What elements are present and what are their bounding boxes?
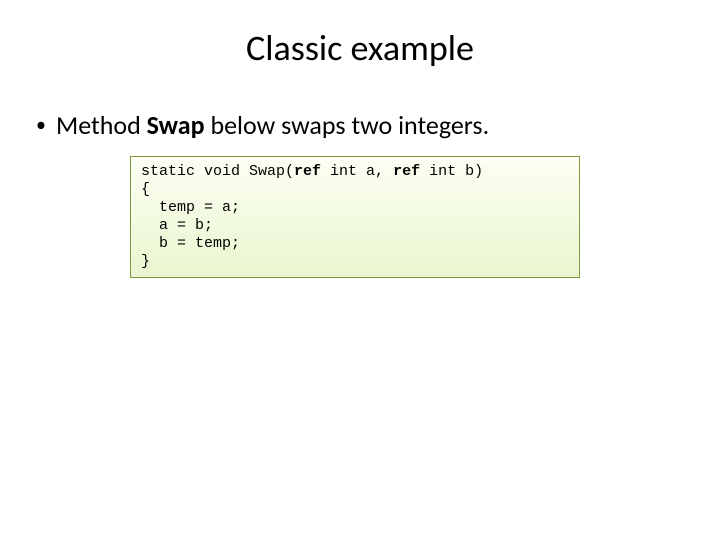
bullet-text: Method Swap below swaps two integers. (56, 110, 489, 140)
code-line2: { (141, 181, 150, 198)
code-line1-post: int b) (420, 163, 483, 180)
code-kw-ref-1: ref (294, 163, 321, 180)
bullet-item: • Method Swap below swaps two integers. (36, 110, 684, 140)
code-box: static void Swap(ref int a, ref int b) {… (130, 156, 580, 278)
bullet-bold: Swap (147, 109, 205, 141)
code-line5: b = temp; (141, 235, 240, 252)
code-kw-ref-2: ref (393, 163, 420, 180)
code-line3: temp = a; (141, 199, 240, 216)
slide-title: Classic example (0, 0, 720, 86)
code-line6: } (141, 253, 150, 270)
code-line1-mid: int a, (321, 163, 393, 180)
bullet-container: • Method Swap below swaps two integers. (0, 110, 720, 140)
bullet-suffix: below swaps two integers. (205, 109, 490, 141)
bullet-prefix: Method (56, 109, 147, 141)
bullet-marker: • (36, 110, 46, 140)
code-line1-pre: static void Swap( (141, 163, 294, 180)
code-line4: a = b; (141, 217, 213, 234)
